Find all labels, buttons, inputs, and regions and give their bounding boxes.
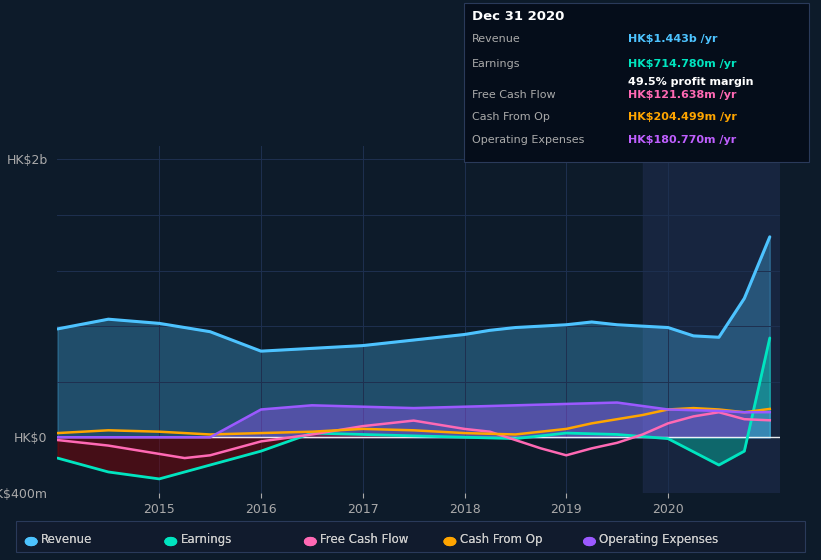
Text: Operating Expenses: Operating Expenses	[599, 533, 718, 546]
Text: Revenue: Revenue	[472, 34, 521, 44]
Text: Free Cash Flow: Free Cash Flow	[472, 90, 556, 100]
Text: Cash From Op: Cash From Op	[472, 113, 550, 123]
Text: Revenue: Revenue	[41, 533, 93, 546]
Bar	[643, 146, 780, 493]
Text: Cash From Op: Cash From Op	[460, 533, 542, 546]
Text: Revenue: Revenue	[41, 533, 93, 546]
Text: Earnings: Earnings	[472, 59, 521, 69]
Text: Operating Expenses: Operating Expenses	[599, 533, 718, 546]
Text: HK$204.499m /yr: HK$204.499m /yr	[628, 113, 737, 123]
Text: HK$121.638m /yr: HK$121.638m /yr	[628, 90, 736, 100]
Text: Cash From Op: Cash From Op	[460, 533, 542, 546]
Text: HK$714.780m /yr: HK$714.780m /yr	[628, 59, 736, 69]
Text: Earnings: Earnings	[181, 533, 232, 546]
Text: Free Cash Flow: Free Cash Flow	[320, 533, 409, 546]
Text: HK$1.443b /yr: HK$1.443b /yr	[628, 34, 718, 44]
Text: Operating Expenses: Operating Expenses	[472, 135, 585, 145]
Text: 49.5% profit margin: 49.5% profit margin	[628, 77, 754, 87]
Text: Free Cash Flow: Free Cash Flow	[320, 533, 409, 546]
Text: HK$180.770m /yr: HK$180.770m /yr	[628, 135, 736, 145]
Text: Earnings: Earnings	[181, 533, 232, 546]
Text: Dec 31 2020: Dec 31 2020	[472, 10, 565, 22]
